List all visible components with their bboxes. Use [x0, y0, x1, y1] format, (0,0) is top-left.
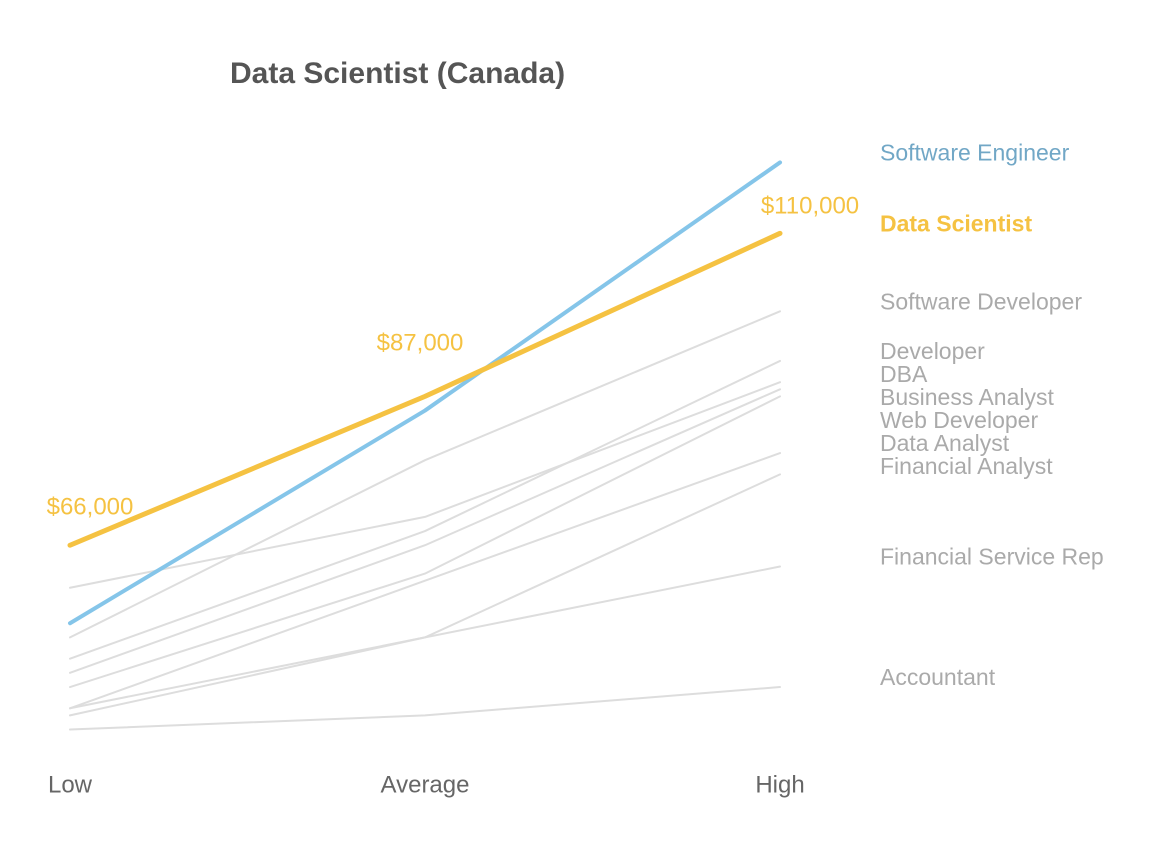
- series-label: Software Engineer: [880, 140, 1070, 166]
- series-line: [68, 160, 782, 626]
- chart-title: Data Scientist (Canada): [230, 57, 565, 90]
- series-label: Software Developer: [880, 288, 1082, 314]
- series-label: Accountant: [880, 664, 996, 690]
- series-line: [69, 359, 781, 660]
- series-line: [69, 388, 781, 674]
- series-label: Financial Analyst: [880, 453, 1053, 479]
- series-label: Web Developer: [880, 407, 1038, 433]
- value-label: $66,000: [47, 494, 134, 521]
- x-tick-label: High: [755, 771, 804, 798]
- value-label: $110,000: [761, 193, 859, 220]
- series-label: Financial Service Rep: [880, 544, 1104, 570]
- series-line: [69, 381, 781, 589]
- series-line: [69, 565, 781, 717]
- value-label: $87,000: [377, 330, 464, 357]
- series-label: DBA: [880, 361, 928, 387]
- series-label: Business Analyst: [880, 384, 1054, 410]
- x-tick-label: Low: [48, 771, 93, 798]
- series-label: Data Analyst: [880, 430, 1010, 456]
- series-line: [69, 395, 781, 689]
- series-label: Data Scientist: [880, 210, 1032, 236]
- series-line: [69, 310, 781, 639]
- series-label: Developer: [880, 338, 985, 364]
- series-line: [67, 230, 783, 548]
- series-line: [69, 686, 781, 731]
- series-line: [69, 452, 781, 710]
- x-tick-label: Average: [381, 771, 470, 798]
- series-line: [69, 473, 781, 710]
